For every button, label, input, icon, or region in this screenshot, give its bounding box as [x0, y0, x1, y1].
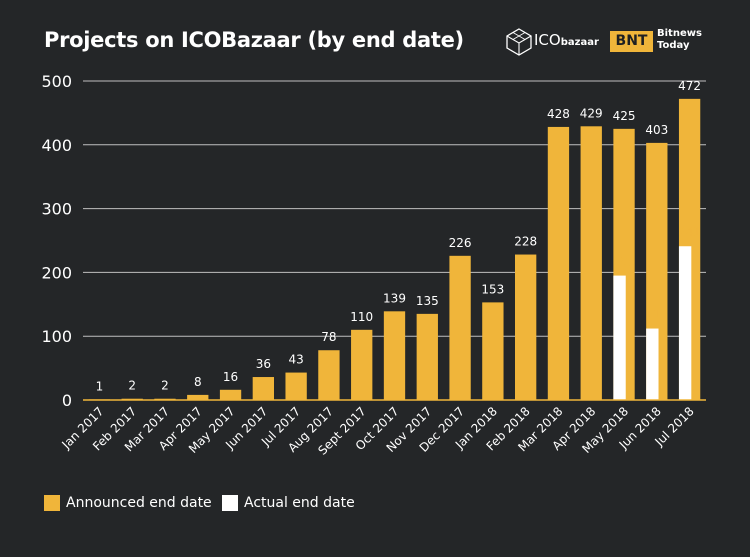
bar-announced — [482, 302, 504, 400]
bnt-logo-badge: BNT — [610, 31, 653, 52]
data-label-announced: 403 — [645, 123, 668, 137]
data-label-announced: 8 — [194, 375, 202, 389]
bar-actual — [613, 275, 626, 400]
legend-item-actual: Actual end date — [222, 495, 355, 511]
bar-announced — [351, 329, 373, 400]
data-label-announced: 16 — [223, 370, 238, 384]
y-tick-label: 400 — [41, 136, 72, 155]
y-tick-label: 200 — [41, 263, 72, 282]
bar-announced — [187, 394, 209, 400]
data-label-announced: 110 — [350, 310, 373, 324]
data-label-actual: 241 — [678, 225, 701, 239]
data-label-announced: 2 — [128, 379, 136, 393]
legend-label-announced: Announced end date — [66, 495, 212, 511]
bar-announced — [318, 350, 340, 400]
data-label-announced: 43 — [288, 353, 303, 367]
bar-announced — [515, 254, 537, 400]
bar-announced — [547, 126, 570, 400]
brand-secondary: bazaar — [560, 37, 599, 48]
partner-line2: Today — [657, 40, 690, 51]
bar-announced — [416, 313, 438, 400]
y-tick-label: 0 — [62, 391, 72, 410]
bar-announced — [252, 377, 274, 400]
data-label-announced: 139 — [383, 291, 406, 305]
bar-actual — [646, 328, 659, 400]
brand-primary: ICO — [534, 31, 561, 49]
bar-announced — [449, 255, 471, 400]
legend-swatch-actual — [222, 495, 238, 511]
legend-label-actual: Actual end date — [244, 495, 355, 511]
data-label-announced: 429 — [580, 106, 603, 120]
y-tick-label: 500 — [41, 72, 72, 91]
data-label-announced: 36 — [256, 357, 271, 371]
data-label-announced: 1 — [96, 379, 104, 393]
partner-line1: Bitnews — [657, 28, 702, 39]
icobazaar-logo-text: ICObazaar — [534, 31, 599, 49]
icobazaar-cube-icon — [506, 28, 532, 56]
y-tick-label: 100 — [41, 327, 72, 346]
bar-actual — [678, 246, 692, 400]
data-label-announced: 425 — [613, 109, 636, 123]
data-label-actual: 195 — [613, 255, 636, 269]
data-label-announced: 2 — [161, 379, 169, 393]
bar-announced — [383, 311, 406, 400]
data-label-announced: 428 — [547, 107, 570, 121]
bar-announced — [219, 389, 242, 400]
data-label-announced: 153 — [481, 282, 504, 296]
data-label-announced: 228 — [514, 235, 537, 249]
data-label-announced: 472 — [678, 79, 701, 93]
bar-announced — [580, 126, 602, 400]
bitnews-today-logo-text: Bitnews Today — [657, 28, 727, 52]
legend-item-announced: Announced end date — [44, 495, 212, 511]
chart-title: Projects on ICOBazaar (by end date) — [44, 28, 464, 52]
data-label-announced: 78 — [321, 330, 336, 344]
data-label-announced: 135 — [416, 294, 439, 308]
bar-announced — [285, 372, 307, 400]
legend-swatch-announced — [44, 495, 60, 511]
data-label-announced: 226 — [449, 236, 472, 250]
brand-logos: ICObazaar BNT Bitnews Today — [500, 26, 730, 56]
y-tick-label: 300 — [41, 200, 72, 219]
data-label-actual: 112 — [645, 308, 668, 322]
